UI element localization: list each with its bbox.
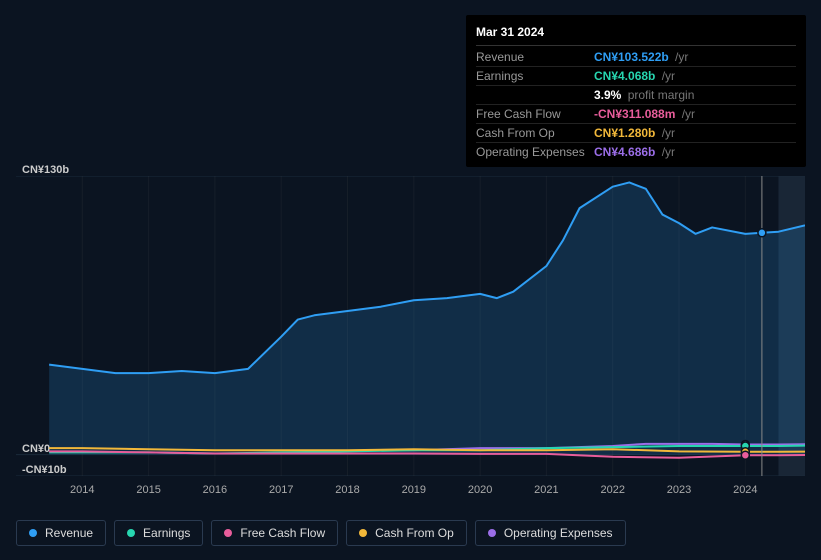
legend: Revenue Earnings Free Cash Flow Cash From O… [16,520,626,546]
tooltip-value: 3.9% profit margin [594,88,694,102]
x-axis-label: 2017 [269,484,293,496]
tooltip-label: Earnings [476,69,594,83]
x-axis-label: 2015 [136,484,160,496]
legend-label: Cash From Op [375,526,454,540]
tooltip-row: 3.9% profit margin [476,86,796,105]
x-axis-label: 2024 [733,484,757,496]
x-axis-label: 2021 [534,484,558,496]
x-axis-label: 2014 [70,484,94,496]
x-axis-label: 2016 [203,484,227,496]
chart-tooltip: Mar 31 2024 RevenueCN¥103.522b /yrEarnin… [466,15,806,167]
tooltip-label: Cash From Op [476,126,594,140]
tooltip-row: EarningsCN¥4.068b /yr [476,67,796,86]
tooltip-row: Operating ExpensesCN¥4.686b /yr [476,143,796,161]
legend-dot-icon [29,529,37,537]
x-axis-label: 2022 [600,484,624,496]
tooltip-value: CN¥103.522b /yr [594,50,688,64]
legend-item[interactable]: Operating Expenses [475,520,626,546]
legend-label: Earnings [143,526,190,540]
legend-item[interactable]: Revenue [16,520,106,546]
tooltip-label [476,88,594,102]
tooltip-value: CN¥4.068b /yr [594,69,675,83]
tooltip-label: Revenue [476,50,594,64]
legend-label: Revenue [45,526,93,540]
tooltip-label: Operating Expenses [476,145,594,159]
legend-label: Operating Expenses [504,526,613,540]
x-axis-label: 2023 [667,484,691,496]
legend-item[interactable]: Cash From Op [346,520,467,546]
tooltip-label: Free Cash Flow [476,107,594,121]
tooltip-value: CN¥4.686b /yr [594,145,675,159]
tooltip-row: Cash From OpCN¥1.280b /yr [476,124,796,143]
legend-dot-icon [488,529,496,537]
x-axis-label: 2020 [468,484,492,496]
tooltip-row: Free Cash Flow-CN¥311.088m /yr [476,105,796,124]
legend-dot-icon [359,529,367,537]
legend-dot-icon [127,529,135,537]
legend-dot-icon [224,529,232,537]
chart-svg [16,176,805,476]
y-axis-label: CN¥130b [22,164,69,176]
tooltip-value: CN¥1.280b /yr [594,126,675,140]
tooltip-date: Mar 31 2024 [476,21,796,46]
legend-item[interactable]: Free Cash Flow [211,520,338,546]
legend-item[interactable]: Earnings [114,520,203,546]
tooltip-row: RevenueCN¥103.522b /yr [476,48,796,67]
chart-area[interactable]: CN¥130bCN¥0-CN¥10b 201420152016201720182… [16,160,805,480]
x-axis-label: 2018 [335,484,359,496]
x-axis-label: 2019 [402,484,426,496]
legend-label: Free Cash Flow [240,526,325,540]
tooltip-value: -CN¥311.088m /yr [594,107,695,121]
